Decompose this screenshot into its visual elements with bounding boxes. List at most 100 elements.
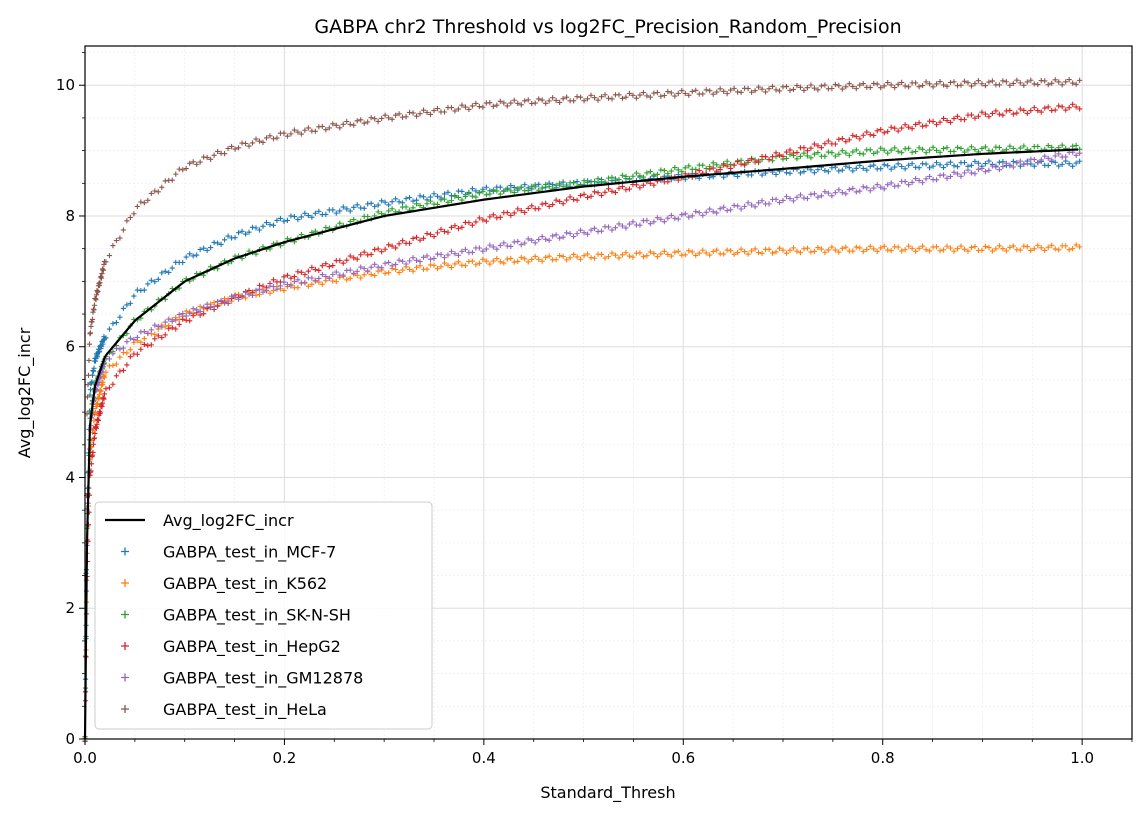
data-point (100, 267, 107, 273)
data-point (159, 334, 165, 341)
data-point (413, 113, 420, 119)
data-point (853, 133, 859, 140)
data-point (836, 136, 842, 142)
data-point (825, 190, 831, 196)
data-point (783, 194, 790, 200)
data-point (644, 253, 650, 259)
data-point (508, 255, 514, 261)
data-point (626, 253, 633, 259)
data-point (410, 235, 416, 242)
data-point (682, 90, 688, 97)
data-point (871, 162, 877, 168)
data-point (469, 222, 475, 228)
data-point (1031, 81, 1037, 87)
data-point (1003, 147, 1009, 153)
data-point (386, 270, 392, 276)
data-point (424, 266, 430, 272)
data-point (455, 259, 462, 265)
data-point (577, 94, 584, 100)
data-point (309, 214, 315, 220)
data-point (204, 247, 210, 254)
data-point (920, 82, 926, 89)
data-point (797, 250, 804, 256)
data-point (239, 228, 245, 234)
data-point (127, 347, 133, 353)
data-point (330, 271, 336, 277)
data-point (787, 170, 793, 176)
data-point (480, 188, 486, 194)
data-point (864, 167, 870, 173)
data-point (972, 115, 978, 121)
data-point (389, 206, 395, 212)
data-point (700, 247, 706, 253)
data-point (776, 199, 783, 206)
data-point (557, 253, 563, 259)
data-point (738, 246, 744, 252)
data-point (239, 292, 245, 299)
data-point (1000, 163, 1006, 170)
data-point (693, 208, 699, 215)
data-point (794, 248, 800, 254)
data-point (825, 149, 831, 155)
data-point (1007, 107, 1013, 114)
data-point (609, 96, 615, 102)
data-point (811, 85, 818, 91)
data-point (902, 122, 908, 128)
data-point (242, 289, 249, 295)
data-point (148, 190, 154, 197)
data-point (1003, 248, 1009, 254)
data-point (853, 86, 859, 92)
data-point (330, 262, 336, 269)
data-point (518, 184, 524, 190)
data-point (347, 267, 353, 273)
data-point (379, 211, 385, 217)
data-point (515, 258, 521, 264)
data-point (647, 249, 653, 255)
data-point (131, 211, 137, 217)
data-point (396, 111, 402, 117)
data-point (393, 245, 399, 251)
data-point (344, 206, 350, 212)
data-point (267, 283, 273, 289)
data-point (714, 162, 720, 168)
data-point (1045, 162, 1051, 169)
y-tick-label: 4 (65, 468, 75, 486)
data-point (839, 135, 845, 142)
data-point (448, 198, 455, 204)
x-tick-label: 0.2 (272, 749, 296, 767)
data-point (574, 178, 580, 185)
data-point (417, 111, 423, 117)
data-point (584, 231, 591, 237)
data-point (152, 331, 158, 337)
data-point (588, 193, 594, 199)
data-point (543, 254, 549, 260)
data-point (961, 246, 968, 252)
data-point (218, 241, 224, 247)
data-point (434, 230, 441, 236)
data-point (434, 266, 441, 272)
data-point (326, 275, 332, 281)
data-point (979, 145, 985, 152)
data-point (92, 409, 99, 415)
data-point (511, 259, 517, 265)
data-point (483, 192, 489, 198)
data-point (117, 235, 123, 241)
data-point (696, 167, 702, 174)
data-point (958, 243, 964, 249)
data-point (801, 195, 807, 201)
data-point (152, 336, 158, 342)
data-point (557, 180, 563, 186)
data-point (152, 279, 158, 285)
data-point (326, 263, 332, 270)
data-point (874, 248, 880, 254)
data-point (822, 153, 828, 159)
data-point (235, 145, 242, 151)
data-point (333, 269, 339, 275)
data-point (986, 167, 992, 174)
data-point (933, 147, 940, 154)
data-point (979, 109, 985, 115)
data-point (930, 144, 936, 150)
data-point (867, 132, 873, 138)
data-point (134, 203, 140, 210)
data-point (152, 322, 158, 328)
